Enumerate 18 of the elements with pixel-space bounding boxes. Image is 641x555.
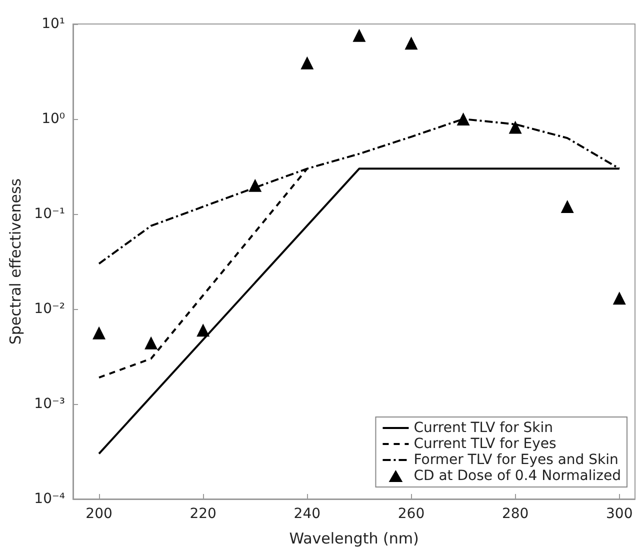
x-axis-title: Wavelength (nm) xyxy=(289,530,419,548)
x-tick-label: 260 xyxy=(398,506,425,522)
y-tick-label: 10⁻¹ xyxy=(34,206,65,222)
y-tick-label: 10⁻³ xyxy=(34,396,65,412)
y-tick-label: 10⁻⁴ xyxy=(34,491,66,507)
x-tick-label: 200 xyxy=(86,506,112,522)
y-axis-title: Spectral effectiveness xyxy=(6,178,24,345)
legend-label: Current TLV for Eyes xyxy=(414,436,556,452)
y-tick-label: 10⁻² xyxy=(34,301,65,317)
legend-label: Former TLV for Eyes and Skin xyxy=(414,452,618,468)
x-tick-label: 280 xyxy=(502,506,529,522)
x-tick-label: 240 xyxy=(294,506,321,522)
legend-label: Current TLV for Skin xyxy=(414,420,554,436)
legend-label: CD at Dose of 0.4 Normalized xyxy=(414,468,621,484)
y-tick-label: 10⁰ xyxy=(42,111,66,127)
y-tick-label: 10¹ xyxy=(42,16,65,32)
x-tick-label: 300 xyxy=(606,506,633,522)
x-tick-label: 220 xyxy=(190,506,216,522)
